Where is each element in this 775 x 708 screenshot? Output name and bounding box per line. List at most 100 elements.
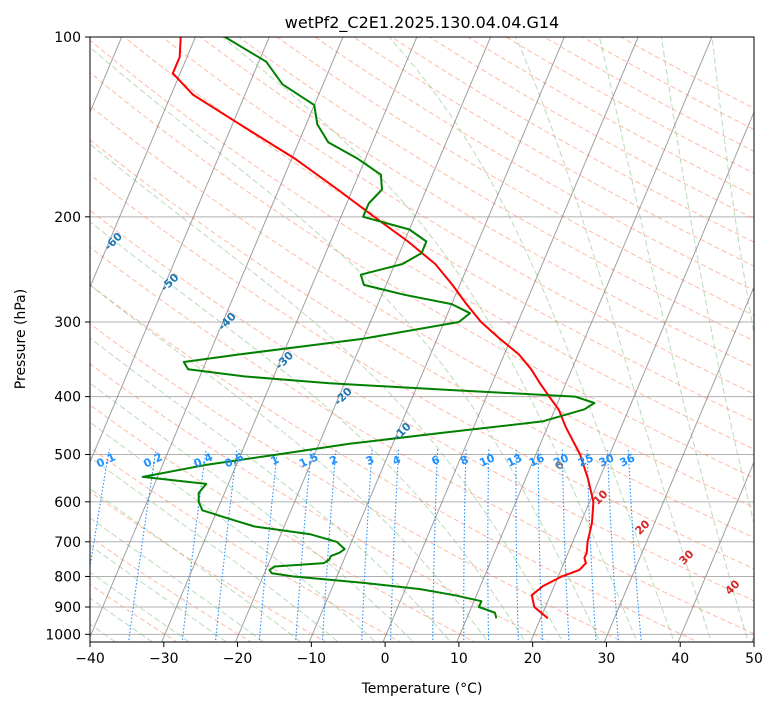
dry-adiabat (161, 37, 754, 395)
x-tick-label: −10 (297, 651, 327, 667)
isotherm (161, 37, 418, 642)
pressure-gridlines (90, 37, 754, 635)
mixing-ratio-line (561, 449, 570, 642)
moist-adiabat (90, 544, 228, 642)
plot-frame (89, 36, 755, 643)
y-tick-label: 700 (54, 535, 81, 551)
mixing-ratio-label: 20 (551, 451, 571, 469)
mixing-ratio-line (258, 449, 279, 642)
mixing-ratio-line (607, 449, 620, 642)
dry-adiabat (314, 37, 754, 292)
dry-adiabat (90, 72, 754, 479)
dry-adiabat (90, 139, 754, 539)
mixing-ratio-line (627, 449, 642, 642)
isotherm (456, 37, 713, 642)
mixing-ratio-line (90, 449, 110, 571)
y-axis-label: Pressure (hPa) (13, 289, 29, 389)
x-tick-label: −40 (75, 651, 105, 667)
moist-adiabat (711, 37, 754, 337)
isotherm (90, 37, 270, 464)
y-tick-label: 400 (54, 390, 81, 406)
x-tick-label: 30 (598, 651, 616, 667)
y-tick-label: 300 (54, 315, 81, 331)
line-labels: 0.10.20.40.611.52346810131620253036-100-… (94, 230, 742, 598)
mixing-ratio-label: 16 (527, 451, 547, 469)
moist-adiabat (90, 421, 377, 642)
mixing-ratio-line (214, 449, 238, 642)
moist-adiabat (598, 37, 749, 642)
moist-adiabat (660, 37, 754, 526)
x-tick-label: 50 (745, 651, 763, 667)
y-tick-label: 800 (54, 569, 81, 585)
moist-adiabat (90, 382, 414, 642)
x-tick-label: 0 (381, 651, 390, 667)
y-tick-label: 900 (54, 600, 81, 616)
moist-adiabat (90, 284, 489, 642)
mixing-ratio-line (128, 449, 157, 642)
mixing-ratio-lines (90, 449, 642, 642)
mixing-ratio-label: 10 (477, 451, 497, 469)
mixing-ratio-line (537, 449, 544, 642)
moist-adiabat (222, 37, 638, 642)
mixing-ratio-line (586, 449, 597, 642)
dry-adiabat (90, 209, 754, 602)
dry-adiabat (90, 404, 476, 642)
y-tick-label: 100 (54, 30, 81, 46)
y-tick-label: 1000 (45, 627, 81, 643)
dry-adiabat (90, 363, 550, 642)
isotherm (234, 37, 492, 642)
mixing-ratio-line (487, 449, 490, 642)
temperature-profile (171, 37, 595, 620)
isotherm (90, 37, 196, 289)
moist-adiabat (90, 456, 339, 642)
mixing-ratio-line (390, 449, 400, 642)
axes: −40 −30 −20 −10 0 10 20 30 40 50 100 200 300 400 500 60… (45, 30, 763, 667)
moist-adiabat (90, 517, 265, 642)
mixing-ratio-line (361, 449, 373, 642)
y-tick-label: 600 (54, 495, 81, 511)
mixing-ratio-line (295, 449, 312, 642)
isotherm (530, 110, 754, 642)
dewpoint-profile (141, 37, 596, 619)
x-tick-label: −20 (223, 651, 253, 667)
mixing-ratio-label: 25 (576, 451, 595, 469)
isotherm (677, 460, 754, 642)
mixing-ratio-label: 30 (597, 451, 617, 469)
dry-adiabat (90, 284, 699, 642)
mixing-ratio-line (181, 449, 207, 642)
mixing-ratio-line (515, 449, 519, 642)
moist-adiabat (90, 143, 564, 642)
x-tick-label: 40 (671, 651, 689, 667)
moist-adiabat (90, 46, 601, 642)
moist-adiabat (90, 487, 302, 642)
x-tick-label: −30 (149, 651, 179, 667)
y-tick-label: 200 (54, 210, 81, 226)
mixing-ratio-line (463, 449, 467, 642)
x-tick-label: 10 (450, 651, 468, 667)
mixing-ratio-label: 13 (505, 451, 524, 469)
isotherm (90, 37, 344, 639)
dry-adiabat (90, 246, 754, 635)
y-tick-label: 500 (54, 448, 81, 464)
moist-adiabat (90, 220, 526, 642)
mixing-ratio-label: 36 (618, 451, 638, 469)
isotherm (603, 285, 754, 642)
x-tick-label: 20 (524, 651, 542, 667)
moist-adiabats (90, 37, 754, 642)
dry-adiabat (90, 39, 754, 450)
isotherm (382, 37, 639, 642)
moist-adiabat (90, 597, 154, 642)
isotherms (90, 37, 754, 642)
mixing-ratio-line (432, 449, 439, 642)
dry-adiabat (90, 536, 253, 642)
moist-adiabat (90, 337, 452, 642)
isotherm (308, 37, 565, 642)
mixing-ratio-line (321, 449, 337, 642)
moist-adiabat (515, 37, 712, 642)
x-axis-label: Temperature (°C) (361, 681, 483, 697)
dry-adiabat (90, 323, 625, 642)
profiles (141, 37, 596, 620)
chart-title: wetPf2_C2E1.2025.130.04.04.G14 (285, 13, 559, 33)
dry-adiabat (123, 37, 754, 422)
